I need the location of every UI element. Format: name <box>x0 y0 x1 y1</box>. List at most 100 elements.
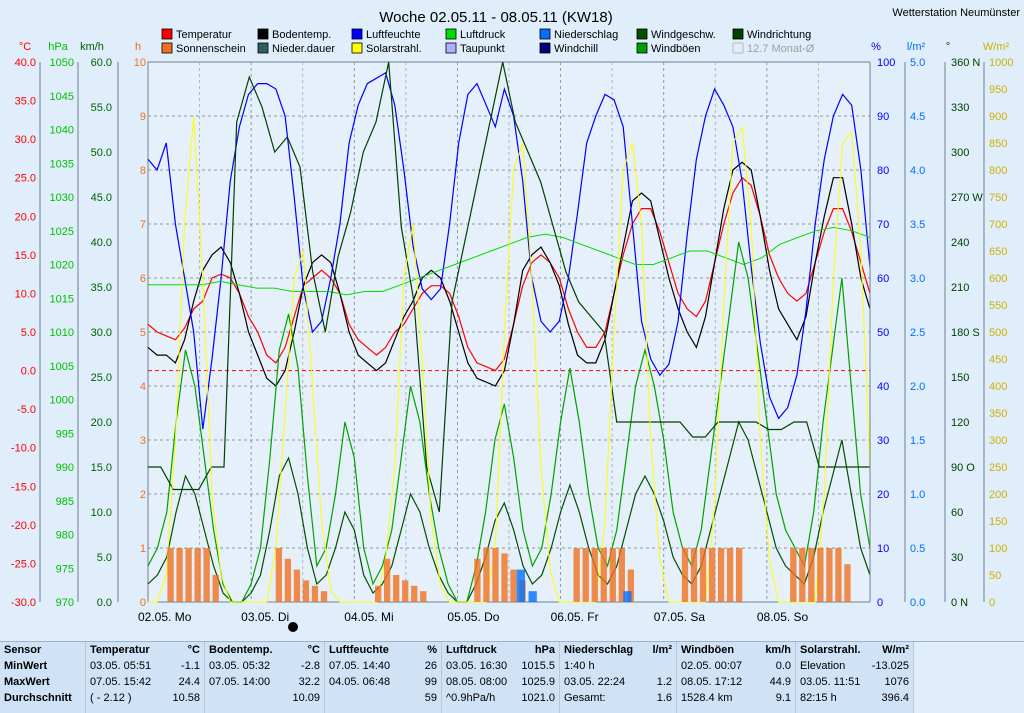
bar-sonnenschein <box>717 548 725 602</box>
axis-tick-temp: 20.0 <box>15 211 36 223</box>
axis-tick-sun_hours: 0 <box>140 597 146 609</box>
stats-col: Temperatur °C 03.05. 05:51 -1.1 07.05. 15:42… <box>86 642 205 713</box>
x-tick-label: 05.05. Do <box>447 610 499 624</box>
x-tick-label: 07.05. Sa <box>654 610 706 624</box>
legend-label: Luftfeuchte <box>366 29 420 41</box>
axis-tick-sun_hours: 8 <box>140 165 146 177</box>
bar-niederschlag <box>528 591 537 602</box>
legend-label: Windchill <box>554 43 598 55</box>
bar-sonnenschein <box>681 548 689 602</box>
axis-tick-precip: 5.0 <box>910 57 925 69</box>
axis-tick-precip: 2.0 <box>910 381 925 393</box>
axis-tick-wind: 45.0 <box>91 192 112 204</box>
moon-phase-icon <box>288 622 298 632</box>
axis-tick-humidity: 70 <box>877 219 889 231</box>
bar-sonnenschein <box>690 548 698 602</box>
bar-sonnenschein <box>411 585 418 602</box>
axis-tick-temp: 30.0 <box>15 134 36 146</box>
axis-tick-humidity: 20 <box>877 489 889 501</box>
bar-sonnenschein <box>420 591 427 602</box>
stats-cell-time: 03.05. 05:51 <box>90 660 152 672</box>
axis-tick-pressure: 1020 <box>50 260 74 272</box>
axis-tick-temp: -30.0 <box>11 597 36 609</box>
axis-tick-temp: 35.0 <box>15 96 36 108</box>
axis-tick-solar: 900 <box>989 111 1007 123</box>
unit-h: h <box>135 41 141 53</box>
axis-tick-solar: 200 <box>989 489 1007 501</box>
x-tick-label: 02.05. Mo <box>138 610 192 624</box>
legend-swatch <box>539 42 551 54</box>
unit-kmh: km/h <box>80 41 104 53</box>
axis-tick-temp: 10.0 <box>15 288 36 300</box>
x-tick-label: 03.05. Di <box>241 610 289 624</box>
bar-sonnenschein <box>474 558 481 602</box>
stats-header: Luftdruck <box>446 644 497 656</box>
axis-tick-sun_hours: 4 <box>140 381 146 393</box>
bar-sonnenschein <box>582 548 589 602</box>
series-line-windrichtung <box>148 61 870 513</box>
axis-tick-solar: 50 <box>989 570 1001 582</box>
stats-cell-value: 32.2 <box>298 676 320 688</box>
axis-tick-temp: 15.0 <box>15 250 36 262</box>
axis-tick-precip: 0.5 <box>910 543 925 555</box>
stats-cell-time: 03.05. 16:30 <box>446 660 508 672</box>
axis-tick-wind: 10.0 <box>91 507 112 519</box>
stats-col: Windböen km/h 02.05. 00:07 0.0 08.05. 17:12 4… <box>677 642 796 713</box>
stats-cell-value: 44.9 <box>769 676 791 688</box>
axis-tick-solar: 400 <box>989 381 1007 393</box>
axis-tick-wind: 15.0 <box>91 462 112 474</box>
stats-cell-value: 1021.0 <box>521 692 555 704</box>
axis-tick-precip: 1.0 <box>910 489 925 501</box>
axis-tick-solar: 750 <box>989 192 1007 204</box>
axis-tick-temp: 25.0 <box>15 173 36 185</box>
axis-tick-pressure: 1005 <box>50 361 74 373</box>
stats-cell-time: 07.05. 14:00 <box>209 676 271 688</box>
stats-col: Niederschlag l/m² 1:40 h 03.05. 22:24 1.2 Ges… <box>560 642 677 713</box>
x-tick-label: 06.05. Fr <box>551 610 599 624</box>
legend-label: Nieder.dauer <box>272 43 335 55</box>
axis-tick-humidity: 30 <box>877 435 889 447</box>
axis-tick-pressure: 975 <box>56 563 74 575</box>
axis-tick-sun_hours: 10 <box>134 57 146 69</box>
legend-swatch <box>636 42 648 54</box>
unit-deg: ° <box>946 41 950 53</box>
axis-tick-solar: 1000 <box>989 57 1013 69</box>
bar-sonnenschein <box>374 585 382 602</box>
unit-labels: °C hPa km/h h % l/m² ° W/m² <box>19 41 1010 53</box>
axis-tick-temp: 40.0 <box>15 57 36 69</box>
stats-unit: km/h <box>765 644 791 656</box>
series-line-solarstrahl <box>148 115 871 603</box>
stats-unit: hPa <box>534 644 555 656</box>
axis-tick-direction: 150 <box>951 372 969 384</box>
legend-label: Bodentemp. <box>272 29 331 41</box>
legend-swatch <box>445 42 457 54</box>
axis-tick-humidity: 100 <box>877 57 895 69</box>
legend-label: Windrichtung <box>747 29 811 41</box>
stats-cell-time: 04.05. 06:48 <box>329 676 391 688</box>
bar-niederschlag <box>516 569 525 602</box>
stats-header: Solarstrahl. <box>800 644 861 656</box>
axis-tick-pressure: 1045 <box>50 91 74 103</box>
legend-swatch <box>445 28 457 40</box>
bar-sonnenschein <box>573 548 580 602</box>
bar-sonnenschein <box>302 580 310 602</box>
legend-swatch <box>636 28 648 40</box>
axis-tick-direction: 210 <box>951 282 969 294</box>
axis-tick-direction: 300 <box>951 147 969 159</box>
bar-sonnenschein <box>492 548 499 602</box>
axis-tick-solar: 550 <box>989 300 1007 312</box>
axis-tick-precip: 4.5 <box>910 111 925 123</box>
bar-sonnenschein <box>320 591 328 602</box>
stats-cell-value: 1015.5 <box>521 660 555 672</box>
axis-tick-pressure: 1030 <box>50 192 74 204</box>
legend: Temperatur Sonnenschein Bodentemp. Nieder.d… <box>161 28 815 55</box>
axis-tick-sun_hours: 9 <box>140 111 146 123</box>
stats-header: Temperatur <box>90 644 150 656</box>
bar-sonnenschein <box>167 548 174 602</box>
unit-wm2: W/m² <box>983 41 1010 53</box>
axis-tick-direction: 30 <box>951 552 963 564</box>
legend-label: Windgeschw. <box>651 29 716 41</box>
axis-tick-precip: 4.0 <box>910 165 925 177</box>
bar-sonnenschein <box>708 548 716 602</box>
axis-tick-wind: 60.0 <box>91 57 112 69</box>
